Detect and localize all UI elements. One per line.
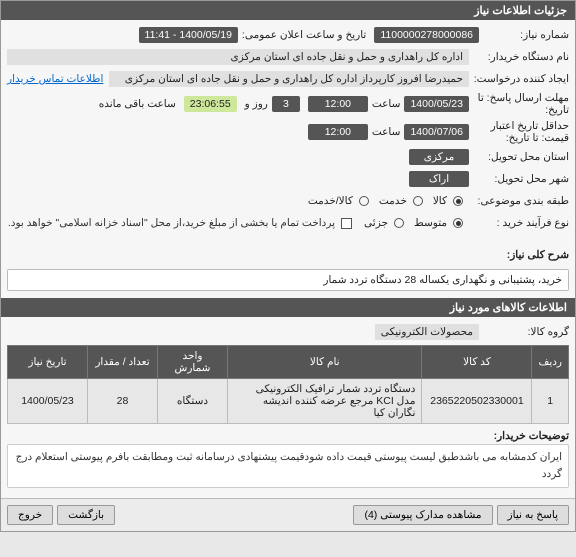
summary-label: شرح کلی نیاز: bbox=[479, 249, 569, 261]
radio-both-label: کالا/خدمت bbox=[308, 195, 353, 207]
countdown-value: 23:06:55 bbox=[184, 96, 237, 112]
cell-row: 1 bbox=[532, 379, 569, 424]
province-value: مرکزی bbox=[409, 149, 469, 165]
table-row: 1 2365220502330001 دستگاه تردد شمار تراف… bbox=[8, 379, 569, 424]
announce-value: 1400/05/19 - 11:41 bbox=[139, 27, 238, 43]
days-label: روز و bbox=[245, 98, 268, 110]
countdown-label: ساعت باقی مانده bbox=[99, 98, 176, 110]
goods-group-value: محصولات الکترونیکی bbox=[375, 324, 479, 340]
summary-text: خرید، پشتیبانی و نگهداری یکساله 28 دستگا… bbox=[7, 269, 569, 291]
radio-service[interactable] bbox=[413, 196, 423, 206]
finance-note: پرداخت تمام یا بخشی از مبلغ خرید،از محل … bbox=[8, 217, 335, 229]
at-label-1: ساعت bbox=[372, 98, 401, 110]
cell-qty: 28 bbox=[88, 379, 158, 424]
radio-goods-label: کالا bbox=[433, 195, 447, 207]
items-table: ردیف کد کالا نام کالا واحد شمارش تعداد /… bbox=[7, 345, 569, 424]
need-details-form: شماره نیاز: 1100000278000086 تاریخ و ساع… bbox=[1, 20, 575, 298]
cell-code: 2365220502330001 bbox=[422, 379, 532, 424]
cell-unit: دستگاه bbox=[158, 379, 228, 424]
radio-small-label: جزئی bbox=[364, 217, 388, 229]
duration-days: 3 bbox=[272, 96, 300, 112]
buyer-org-label: نام دستگاه خریدار: bbox=[469, 51, 569, 63]
purchase-type-label: نوع فرآیند خرید : bbox=[469, 217, 569, 229]
radio-both[interactable] bbox=[359, 196, 369, 206]
radio-medium-label: متوسط bbox=[414, 217, 447, 229]
buyer-note-label: توضیحات خریدار: bbox=[479, 430, 569, 442]
deadline-label: مهلت ارسال پاسخ: تا تاریخ: bbox=[469, 92, 569, 116]
back-button[interactable]: بازگشت bbox=[57, 505, 115, 525]
col-name: نام کالا bbox=[228, 346, 422, 379]
col-unit: واحد شمارش bbox=[158, 346, 228, 379]
col-row: ردیف bbox=[532, 346, 569, 379]
cell-date: 1400/05/23 bbox=[8, 379, 88, 424]
at-label-2: ساعت bbox=[372, 126, 401, 138]
section-header-need-details: جزئیات اطلاعات نیاز bbox=[1, 1, 575, 20]
province-label: استان محل تحویل: bbox=[469, 151, 569, 163]
radio-goods[interactable] bbox=[453, 196, 463, 206]
checkbox-treasury[interactable] bbox=[341, 218, 352, 229]
city-label: شهر محل تحویل: bbox=[469, 173, 569, 185]
reply-button[interactable]: پاسخ به نیاز bbox=[497, 505, 569, 525]
creator-value: حمیدرضا افروز کارپرداز اداره کل راهداری … bbox=[109, 71, 469, 87]
announce-label: تاریخ و ساعت اعلان عمومی: bbox=[242, 29, 366, 41]
buyer-note-text: ایران کدمشابه می باشدطبق لیست پیوستی قیم… bbox=[7, 444, 569, 488]
radio-medium[interactable] bbox=[453, 218, 463, 228]
section-header-items: اطلاعات کالاهای مورد نیاز bbox=[1, 298, 575, 317]
need-no-value: 1100000278000086 bbox=[374, 27, 479, 43]
validity-label: حداقل تاریخ اعتبار قیمت: تا تاریخ: bbox=[469, 120, 569, 144]
button-bar: پاسخ به نیاز مشاهده مدارک پیوستی (4) باز… bbox=[1, 498, 575, 531]
attachments-button[interactable]: مشاهده مدارک پیوستی (4) bbox=[353, 505, 492, 525]
validity-time: 12:00 bbox=[308, 124, 368, 140]
col-code: کد کالا bbox=[422, 346, 532, 379]
city-value: اراک bbox=[409, 171, 469, 187]
col-date: تاریخ نیاز bbox=[8, 346, 88, 379]
radio-small[interactable] bbox=[394, 218, 404, 228]
exit-button[interactable]: خروج bbox=[7, 505, 53, 525]
deadline-date: 1400/05/23 bbox=[404, 96, 469, 112]
cell-name: دستگاه تردد شمار ترافیک الکترونیکی مدل K… bbox=[228, 379, 422, 424]
validity-date: 1400/07/06 bbox=[404, 124, 469, 140]
buyer-contact-link[interactable]: اطلاعات تماس خریدار bbox=[7, 73, 103, 85]
category-label: طبقه بندی موضوعی: bbox=[469, 195, 569, 207]
goods-group-label: گروه کالا: bbox=[479, 326, 569, 338]
creator-label: ایجاد کننده درخواست: bbox=[469, 73, 569, 85]
need-no-label: شماره نیاز: bbox=[479, 29, 569, 41]
buyer-org-value: اداره کل راهداری و حمل و نقل جاده ای است… bbox=[7, 49, 469, 65]
col-qty: تعداد / مقدار bbox=[88, 346, 158, 379]
radio-service-label: خدمت bbox=[379, 195, 407, 207]
deadline-time: 12:00 bbox=[308, 96, 368, 112]
